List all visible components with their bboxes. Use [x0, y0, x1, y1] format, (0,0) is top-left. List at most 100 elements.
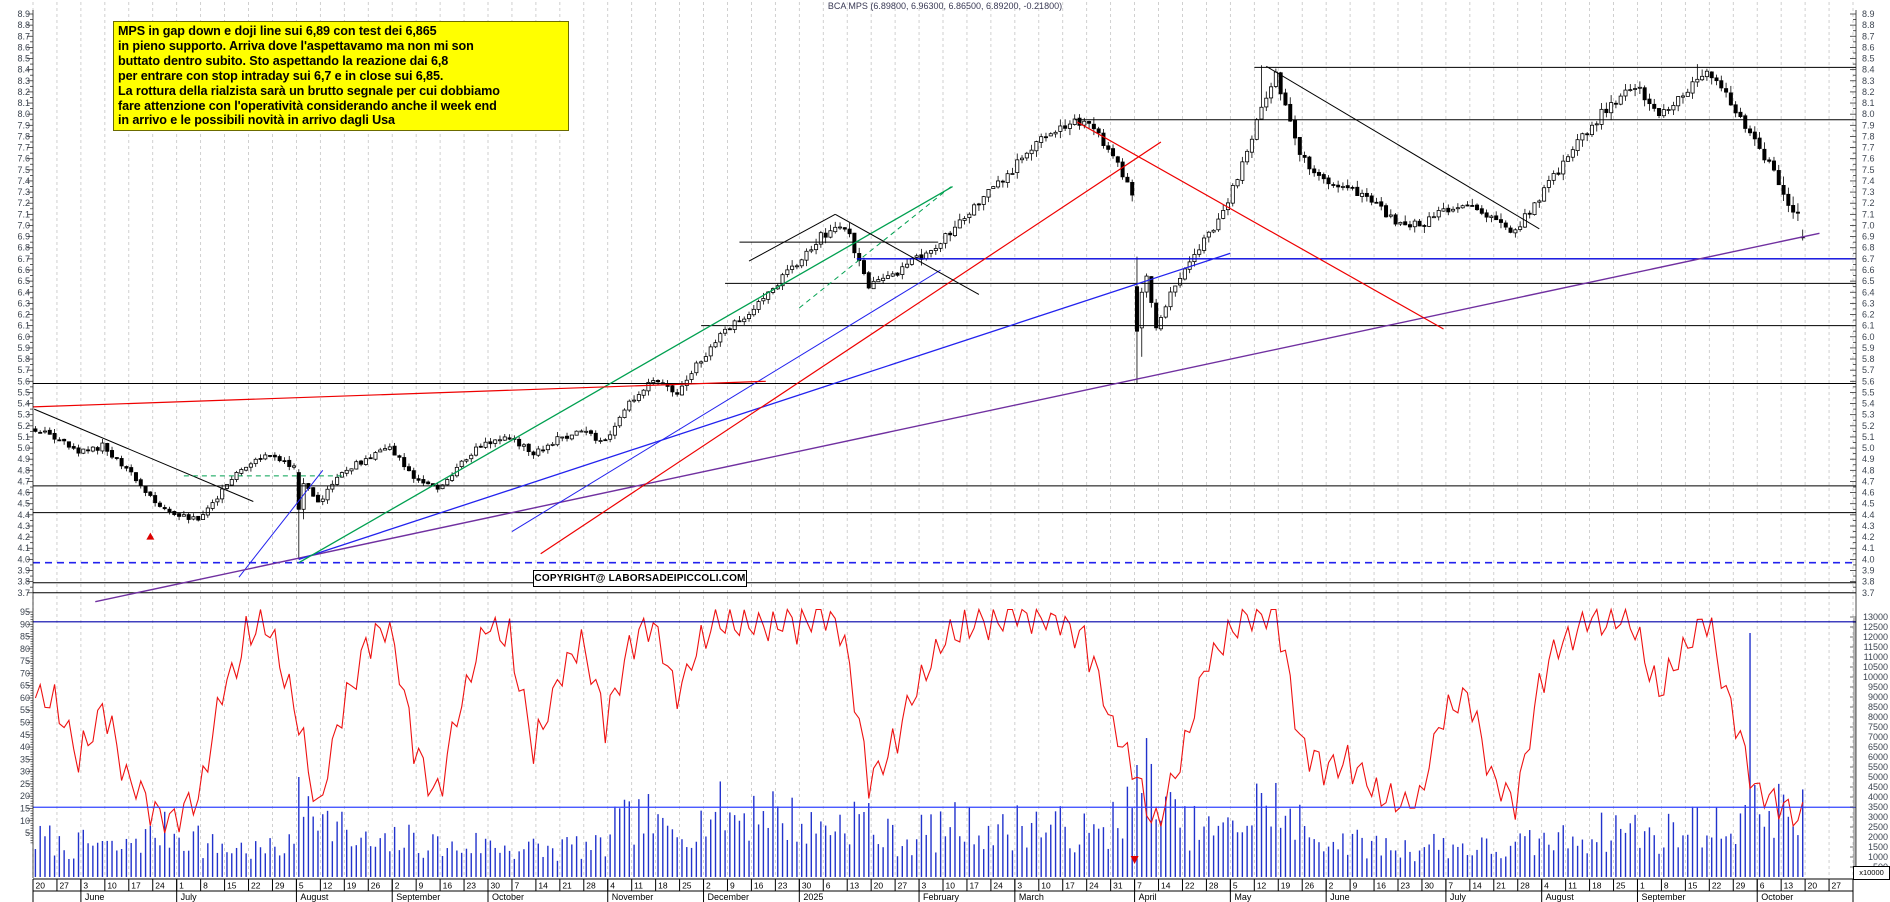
svg-text:20: 20	[1808, 881, 1818, 891]
svg-text:8.2: 8.2	[17, 87, 30, 97]
svg-text:5.3: 5.3	[17, 410, 30, 420]
svg-text:8.3: 8.3	[1862, 76, 1875, 86]
svg-text:5.6: 5.6	[1862, 376, 1875, 386]
svg-text:6.8: 6.8	[1862, 243, 1875, 253]
svg-text:7500: 7500	[1868, 722, 1888, 732]
svg-text:June: June	[1330, 892, 1350, 902]
svg-text:8.5: 8.5	[17, 54, 30, 64]
svg-text:7.5: 7.5	[1862, 165, 1875, 175]
svg-text:4.0: 4.0	[1862, 554, 1875, 564]
svg-text:7.4: 7.4	[17, 176, 30, 186]
svg-text:28: 28	[1520, 881, 1530, 891]
svg-text:8: 8	[203, 881, 208, 891]
svg-text:9: 9	[730, 881, 735, 891]
svg-text:13000: 13000	[1863, 612, 1888, 622]
svg-text:May: May	[1234, 892, 1252, 902]
svg-text:50: 50	[20, 718, 30, 728]
svg-text:15: 15	[1688, 881, 1698, 891]
volume-unit-label: x10000	[1853, 866, 1890, 880]
svg-text:13: 13	[850, 881, 860, 891]
svg-text:11: 11	[634, 881, 643, 891]
svg-text:6: 6	[826, 881, 831, 891]
svg-text:28: 28	[586, 881, 596, 891]
svg-text:2025: 2025	[803, 892, 823, 902]
svg-text:4.5: 4.5	[17, 499, 30, 509]
svg-text:7.2: 7.2	[1862, 198, 1875, 208]
svg-text:4.1: 4.1	[1862, 543, 1875, 553]
svg-text:3.9: 3.9	[17, 566, 30, 576]
svg-text:14: 14	[1161, 881, 1171, 891]
svg-text:80: 80	[20, 644, 30, 654]
svg-text:6.2: 6.2	[1862, 310, 1875, 320]
svg-text:7: 7	[1448, 881, 1453, 891]
svg-text:10: 10	[946, 881, 956, 891]
svg-text:July: July	[181, 892, 198, 902]
svg-text:7.6: 7.6	[1862, 154, 1875, 164]
svg-text:18: 18	[658, 881, 668, 891]
svg-text:8.0: 8.0	[17, 109, 30, 119]
svg-text:24: 24	[993, 881, 1003, 891]
svg-text:4.7: 4.7	[1862, 476, 1875, 486]
svg-text:6.0: 6.0	[17, 332, 30, 342]
svg-text:6.2: 6.2	[17, 310, 30, 320]
svg-text:5.1: 5.1	[17, 432, 30, 442]
svg-text:April: April	[1139, 892, 1157, 902]
svg-text:5500: 5500	[1868, 762, 1888, 772]
svg-text:4000: 4000	[1868, 792, 1888, 802]
svg-text:8.4: 8.4	[1862, 65, 1875, 75]
svg-text:4.6: 4.6	[1862, 488, 1875, 498]
svg-text:4.6: 4.6	[17, 488, 30, 498]
svg-text:18: 18	[1592, 881, 1602, 891]
svg-text:17: 17	[969, 881, 979, 891]
svg-text:7: 7	[1137, 881, 1142, 891]
svg-text:29: 29	[1736, 881, 1746, 891]
svg-text:85: 85	[20, 632, 30, 642]
svg-text:23: 23	[1401, 881, 1411, 891]
svg-text:30: 30	[491, 881, 501, 891]
svg-text:75: 75	[20, 656, 30, 666]
svg-text:7.9: 7.9	[17, 120, 30, 130]
svg-text:9000: 9000	[1868, 692, 1888, 702]
svg-text:27: 27	[1832, 881, 1842, 891]
svg-text:25: 25	[1616, 881, 1626, 891]
svg-text:4.7: 4.7	[17, 476, 30, 486]
svg-text:25: 25	[682, 881, 692, 891]
svg-text:21: 21	[562, 881, 572, 891]
svg-text:2500: 2500	[1868, 822, 1888, 832]
svg-text:7.7: 7.7	[17, 143, 30, 153]
svg-text:7.8: 7.8	[1862, 131, 1875, 141]
svg-text:7.1: 7.1	[17, 209, 30, 219]
chart-title: BCA MPS (6.89800, 6.96300, 6.86500, 6.89…	[827, 1, 1063, 11]
svg-text:5.5: 5.5	[17, 387, 30, 397]
svg-text:August: August	[300, 892, 329, 902]
svg-text:6.7: 6.7	[1862, 254, 1875, 264]
svg-text:6.3: 6.3	[17, 298, 30, 308]
svg-text:10: 10	[107, 881, 117, 891]
svg-text:3000: 3000	[1868, 812, 1888, 822]
svg-text:6.6: 6.6	[1862, 265, 1875, 275]
svg-text:September: September	[1641, 892, 1685, 902]
svg-text:6000: 6000	[1868, 752, 1888, 762]
svg-text:4: 4	[610, 881, 615, 891]
svg-text:22: 22	[1185, 881, 1195, 891]
note-line: in arrivo e le possibili novità in arriv…	[118, 113, 395, 128]
svg-text:10500: 10500	[1863, 662, 1888, 672]
svg-text:19: 19	[1281, 881, 1291, 891]
svg-text:22: 22	[251, 881, 261, 891]
svg-text:12: 12	[1257, 881, 1267, 891]
svg-text:70: 70	[20, 668, 30, 678]
svg-text:5.4: 5.4	[17, 399, 30, 409]
svg-text:15: 15	[20, 803, 30, 813]
svg-text:5.1: 5.1	[1862, 432, 1875, 442]
svg-text:8.9: 8.9	[17, 9, 30, 19]
svg-text:6.5: 6.5	[1862, 276, 1875, 286]
svg-text:26: 26	[371, 881, 381, 891]
svg-text:7.2: 7.2	[17, 198, 30, 208]
svg-text:4.3: 4.3	[17, 521, 30, 531]
svg-text:15: 15	[227, 881, 237, 891]
svg-text:November: November	[612, 892, 654, 902]
svg-text:5.3: 5.3	[1862, 410, 1875, 420]
note-line: in pieno supporto. Arriva dove l'aspetta…	[118, 38, 474, 53]
svg-text:8500: 8500	[1868, 702, 1888, 712]
